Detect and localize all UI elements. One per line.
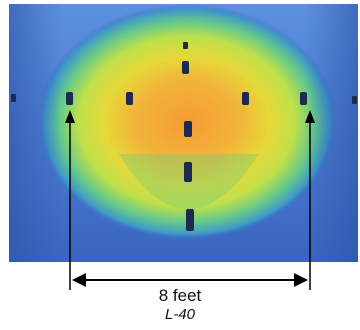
fixtures xyxy=(11,42,357,231)
arrowhead-right xyxy=(294,273,308,287)
arrowhead-left xyxy=(72,273,86,287)
arrowhead-up-left xyxy=(65,110,75,123)
fixture-right-1 xyxy=(300,92,307,105)
fixture-right-2 xyxy=(242,92,249,105)
fixture-lower-2 xyxy=(186,209,194,231)
fixture-edge-right xyxy=(352,96,357,104)
fixture-left-1 xyxy=(66,92,73,105)
heatmap-photo xyxy=(9,4,358,262)
fixture-lower-1 xyxy=(184,162,192,182)
figure-id: L-40 xyxy=(164,306,196,323)
arrowhead-up-right xyxy=(305,110,315,123)
dimension-label: 8 feet xyxy=(158,286,202,305)
fixture-top-small xyxy=(183,42,188,49)
fixture-top xyxy=(182,61,189,74)
fixture-left-2 xyxy=(126,92,133,105)
fixture-center xyxy=(184,121,192,137)
fixture-edge-left xyxy=(11,94,16,102)
